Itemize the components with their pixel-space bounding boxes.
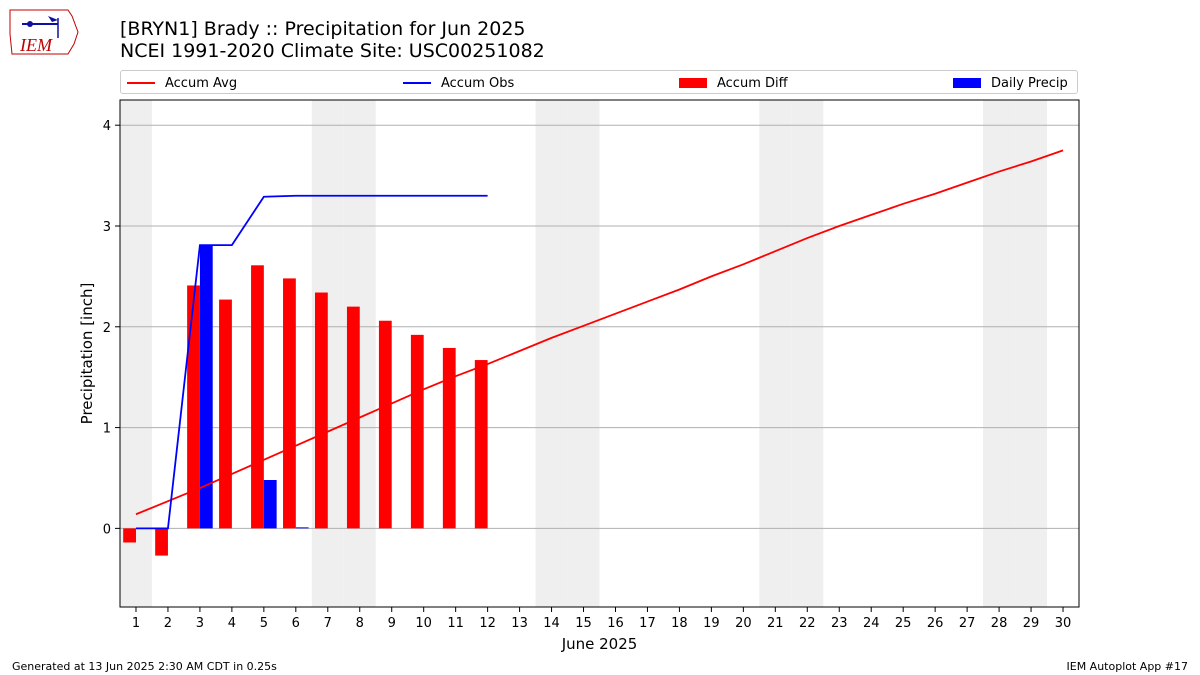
legend-entry-obs: Accum Obs xyxy=(403,74,514,92)
daily-precip-bar-3 xyxy=(199,245,213,529)
lines xyxy=(135,149,1064,530)
accum-diff-bar-10 xyxy=(410,334,424,529)
plot-frame xyxy=(119,99,1080,608)
x-axis: 1 2 3 4 5 6 7 8 9 10 11 12 13 14 15 16 17 18 19 20 21 22 23 24 2… xyxy=(132,607,1071,631)
logo-gauge-icon xyxy=(27,21,33,27)
weekend-shade-22 xyxy=(791,100,824,607)
x-tick-label-5: 5 xyxy=(260,616,268,631)
y-axis: 0 1 2 3 4 xyxy=(103,119,120,537)
x-tick-label-3: 3 xyxy=(196,616,204,631)
legend-swatch-daily xyxy=(953,78,981,88)
chart-legend: Accum Avg Accum Obs Accum Diff Daily Pre… xyxy=(120,70,1078,94)
legend-label-obs: Accum Obs xyxy=(441,75,515,91)
x-tick-label-29: 29 xyxy=(1023,616,1040,631)
legend-label-diff: Accum Diff xyxy=(717,75,788,91)
y-tick-label-4: 4 xyxy=(103,119,111,134)
x-tick-label-28: 28 xyxy=(991,616,1008,631)
iem-logo: IEM xyxy=(9,9,79,55)
logo-text: IEM xyxy=(19,35,53,55)
weekend-shade-21 xyxy=(759,100,792,607)
y-axis-label: Precipitation [inch] xyxy=(78,283,96,425)
x-tick-label-25: 25 xyxy=(895,616,912,631)
x-tick-label-15: 15 xyxy=(575,616,592,631)
accum-diff-bar-3 xyxy=(187,285,200,529)
x-tick-label-23: 23 xyxy=(831,616,848,631)
x-tick-label-18: 18 xyxy=(671,616,688,631)
x-tick-label-12: 12 xyxy=(479,616,496,631)
x-tick-label-22: 22 xyxy=(799,616,816,631)
y-gridlines xyxy=(120,124,1079,529)
x-tick-label-13: 13 xyxy=(511,616,528,631)
weekend-shade-14 xyxy=(535,100,568,607)
x-tick-label-2: 2 xyxy=(164,616,172,631)
accum-diff-bar-9 xyxy=(378,320,392,529)
legend-swatch-diff xyxy=(679,78,707,88)
y-tick-label-2: 2 xyxy=(103,321,111,336)
x-tick-label-8: 8 xyxy=(356,616,364,631)
accum-diff-bar-1 xyxy=(123,528,136,543)
x-tick-label-27: 27 xyxy=(959,616,976,631)
weekend-shade-28 xyxy=(983,100,1016,607)
chart-subtitle: NCEI 1991-2020 Climate Site: USC00251082 xyxy=(120,40,545,62)
x-tick-label-24: 24 xyxy=(863,616,880,631)
x-tick-label-7: 7 xyxy=(324,616,332,631)
x-tick-label-26: 26 xyxy=(927,616,944,631)
weekend-shade-29 xyxy=(1015,100,1048,607)
bars xyxy=(123,245,488,556)
accum-diff-bar-7 xyxy=(314,292,328,529)
y-tick-label-0: 0 xyxy=(103,522,111,537)
x-tick-label-10: 10 xyxy=(415,616,432,631)
daily-precip-bar-6 xyxy=(295,527,309,529)
footer-app: IEM Autoplot App #17 xyxy=(1066,660,1189,673)
x-axis-label: June 2025 xyxy=(561,635,638,653)
x-tick-label-9: 9 xyxy=(388,616,396,631)
accum-diff-bar-4 xyxy=(219,299,232,529)
weekend-shade-15 xyxy=(567,100,600,607)
legend-label-avg: Accum Avg xyxy=(165,75,238,91)
x-tick-label-6: 6 xyxy=(292,616,300,631)
accum-diff-bar-11 xyxy=(442,347,456,529)
footer-generated: Generated at 13 Jun 2025 2:30 AM CDT in … xyxy=(12,660,277,673)
x-tick-label-19: 19 xyxy=(703,616,720,631)
legend-label-daily: Daily Precip xyxy=(991,75,1068,91)
daily-precip-bar-5 xyxy=(263,479,277,529)
legend-swatch-obs xyxy=(403,82,431,84)
y-tick-label-1: 1 xyxy=(103,422,111,437)
x-tick-label-4: 4 xyxy=(228,616,236,631)
legend-swatch-avg xyxy=(127,82,155,84)
x-tick-label-21: 21 xyxy=(767,616,784,631)
accum-diff-bar-12 xyxy=(474,360,488,529)
x-tick-label-14: 14 xyxy=(543,616,560,631)
legend-entry-daily: Daily Precip xyxy=(953,74,1068,92)
accum-avg-line xyxy=(135,149,1064,516)
legend-entry-diff: Accum Diff xyxy=(679,74,788,92)
accum-diff-bar-5 xyxy=(251,265,264,529)
chart-title: [BRYN1] Brady :: Precipitation for Jun 2… xyxy=(120,18,526,40)
x-tick-label-30: 30 xyxy=(1055,616,1072,631)
legend-entry-avg: Accum Avg xyxy=(127,74,237,92)
accum-diff-bar-8 xyxy=(346,306,360,529)
x-tick-label-16: 16 xyxy=(607,616,624,631)
accum-diff-bar-2 xyxy=(155,528,168,556)
accum-diff-bar-6 xyxy=(283,278,296,529)
weekend-shading xyxy=(120,100,1048,607)
weekend-shade-1 xyxy=(120,100,152,607)
accum-obs-line xyxy=(135,194,488,530)
x-tick-label-20: 20 xyxy=(735,616,752,631)
y-tick-label-3: 3 xyxy=(103,220,111,235)
x-tick-label-11: 11 xyxy=(447,616,464,631)
x-tick-label-17: 17 xyxy=(639,616,656,631)
x-tick-label-1: 1 xyxy=(132,616,140,631)
